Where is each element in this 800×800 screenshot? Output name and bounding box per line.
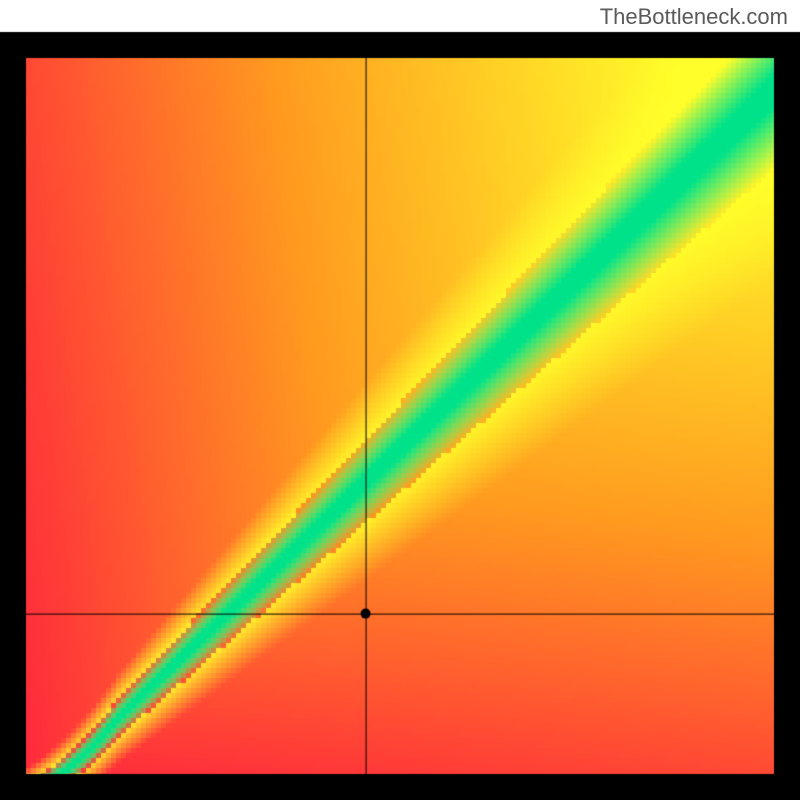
watermark-text: TheBottleneck.com bbox=[600, 4, 788, 30]
bottleneck-heatmap bbox=[0, 0, 800, 800]
chart-container: TheBottleneck.com bbox=[0, 0, 800, 800]
